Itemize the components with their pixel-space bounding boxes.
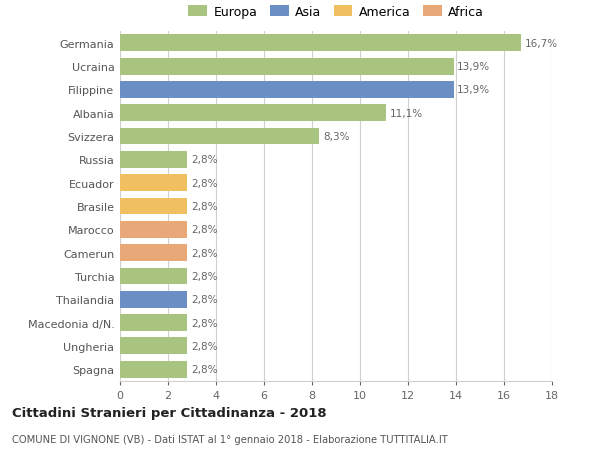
Text: 2,8%: 2,8% (191, 248, 217, 258)
Bar (120, 35, 521, 52)
Bar (120, 268, 187, 285)
Bar (120, 338, 187, 354)
Text: 2,8%: 2,8% (191, 318, 217, 328)
Bar (120, 221, 187, 238)
Text: 2,8%: 2,8% (191, 341, 217, 351)
Bar (120, 59, 454, 75)
Bar (120, 361, 187, 378)
Text: 13,9%: 13,9% (457, 62, 490, 72)
Bar (120, 129, 319, 145)
Text: Cittadini Stranieri per Cittadinanza - 2018: Cittadini Stranieri per Cittadinanza - 2… (12, 406, 326, 419)
Text: 2,8%: 2,8% (191, 225, 217, 235)
Text: 2,8%: 2,8% (191, 202, 217, 212)
Bar (120, 198, 187, 215)
Text: 13,9%: 13,9% (457, 85, 490, 95)
Text: 16,7%: 16,7% (524, 39, 557, 49)
Text: COMUNE DI VIGNONE (VB) - Dati ISTAT al 1° gennaio 2018 - Elaborazione TUTTITALIA: COMUNE DI VIGNONE (VB) - Dati ISTAT al 1… (12, 434, 448, 444)
Bar (120, 151, 187, 168)
Bar (120, 245, 187, 262)
Text: 2,8%: 2,8% (191, 295, 217, 305)
Bar (120, 314, 187, 331)
Text: 2,8%: 2,8% (191, 364, 217, 375)
Bar (120, 82, 454, 99)
Text: 2,8%: 2,8% (191, 155, 217, 165)
Text: 2,8%: 2,8% (191, 271, 217, 281)
Text: 8,3%: 8,3% (323, 132, 349, 142)
Text: 11,1%: 11,1% (390, 108, 423, 118)
Bar (120, 291, 187, 308)
Bar (120, 175, 187, 192)
Legend: Europa, Asia, America, Africa: Europa, Asia, America, Africa (185, 2, 487, 22)
Bar (120, 105, 386, 122)
Text: 2,8%: 2,8% (191, 178, 217, 188)
